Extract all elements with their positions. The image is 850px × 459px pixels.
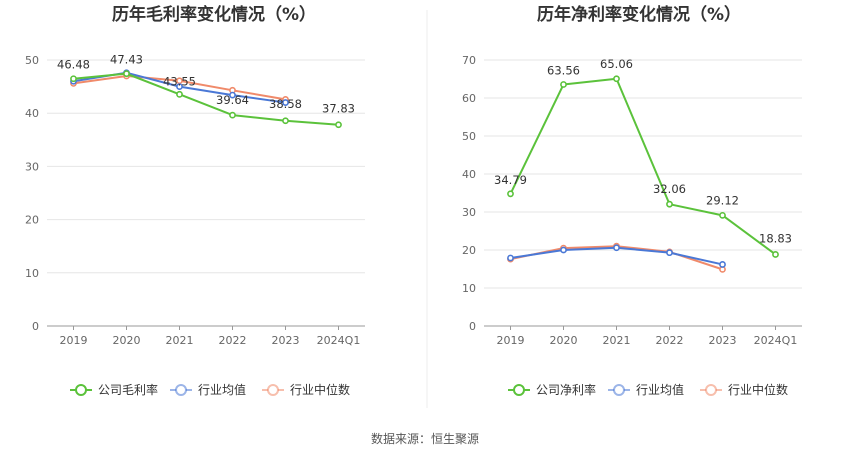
y-tick-label: 30: [25, 160, 39, 173]
y-tick-label: 50: [462, 130, 476, 143]
x-tick-label: 2023: [272, 334, 300, 347]
legend-marker: [175, 384, 187, 396]
y-tick-label: 20: [25, 214, 39, 227]
legend-label: 行业中位数: [728, 382, 788, 397]
y-tick-label: 40: [462, 168, 476, 181]
data-point[interactable]: [282, 117, 289, 125]
data-label: 43.55: [163, 74, 196, 88]
data-point[interactable]: [123, 70, 130, 78]
chart-title: 历年净利率变化情况（%）: [537, 4, 741, 25]
y-tick-label: 70: [462, 54, 476, 67]
data-label: 18.83: [759, 231, 792, 245]
x-tick-label: 2023: [709, 334, 737, 347]
data-label: 38.58: [269, 97, 302, 111]
chart-panel-1: 历年毛利率变化情况（%） 0 10 20 30 40 50 2019 2020 2021 2022 2…: [25, 4, 365, 397]
data-label: 47.43: [110, 53, 143, 67]
y-tick-label: 50: [25, 54, 39, 67]
data-label: 65.06: [600, 57, 633, 71]
y-tick-label: 40: [25, 107, 39, 120]
data-point[interactable]: [335, 121, 342, 129]
y-tick-label: 60: [462, 92, 476, 105]
legend-item-2[interactable]: 行业均值: [170, 382, 246, 397]
x-tick-label: 2019: [497, 334, 525, 347]
legend-label: 行业均值: [636, 382, 684, 397]
data-label: 34.79: [494, 173, 527, 187]
data-point[interactable]: [560, 246, 567, 254]
data-point[interactable]: [229, 91, 236, 99]
legend-marker: [513, 384, 525, 396]
y-tick-label: 20: [462, 244, 476, 257]
x-tick-label: 2022: [656, 334, 684, 347]
data-label: 29.12: [706, 193, 739, 207]
legend-item-2[interactable]: 行业均值: [608, 382, 684, 397]
y-tick-label: 10: [25, 267, 39, 280]
data-point[interactable]: [507, 190, 514, 198]
y-tick-label: 30: [462, 206, 476, 219]
data-point[interactable]: [613, 75, 620, 83]
data-point[interactable]: [560, 81, 567, 88]
data-point[interactable]: [666, 249, 673, 257]
data-point[interactable]: [719, 211, 726, 219]
x-tick-label: 2019: [60, 334, 88, 347]
data-label: 46.48: [57, 58, 90, 72]
legend-item-3[interactable]: 行业中位数: [262, 382, 350, 397]
chart-panel-2: 历年净利率变化情况（%） 0 10 20 30 40 50 60 70 2019 2020 2021 2…: [462, 4, 802, 397]
data-label: 37.83: [322, 102, 355, 116]
data-label: 32.06: [653, 182, 686, 196]
x-tick-label: 2021: [166, 334, 194, 347]
legend-marker: [267, 384, 279, 396]
x-tick-label: 2020: [113, 334, 141, 347]
x-tick-label: 2022: [219, 334, 247, 347]
legend-marker: [705, 384, 717, 396]
data-point[interactable]: [70, 75, 77, 83]
legend-label: 行业均值: [198, 382, 246, 397]
source-text: 数据来源：恒生聚源: [371, 431, 479, 446]
x-tick-label: 2021: [603, 334, 631, 347]
legend-label: 公司净利率: [536, 382, 596, 397]
y-tick-label: 10: [462, 282, 476, 295]
y-tick-label: 0: [469, 320, 476, 333]
chart-title: 历年毛利率变化情况（%）: [112, 4, 316, 25]
legend-item-3[interactable]: 行业中位数: [700, 382, 788, 397]
legend-item-1[interactable]: 公司毛利率: [70, 382, 158, 397]
series-line-1: [73, 72, 339, 126]
x-tick-label: 2024Q1: [754, 334, 798, 347]
data-point[interactable]: [176, 83, 183, 90]
legend-label: 行业中位数: [290, 382, 350, 397]
legend-marker: [75, 384, 87, 396]
legend-item-1[interactable]: 公司净利率: [508, 382, 596, 397]
x-tick-label: 2020: [550, 334, 578, 347]
legend-marker: [613, 384, 625, 396]
data-point[interactable]: [613, 244, 620, 252]
data-point[interactable]: [719, 261, 726, 268]
series-line-1: [509, 77, 777, 256]
data-point[interactable]: [229, 111, 236, 119]
data-label: 39.64: [216, 93, 249, 107]
data-point[interactable]: [282, 99, 289, 106]
data-point[interactable]: [176, 90, 183, 98]
x-tick-label: 2024Q1: [317, 334, 361, 347]
legend-label: 公司毛利率: [98, 382, 158, 397]
data-point[interactable]: [507, 254, 514, 262]
data-label: 63.56: [547, 63, 580, 77]
data-point[interactable]: [666, 200, 673, 208]
y-tick-label: 0: [32, 320, 39, 333]
data-point[interactable]: [772, 251, 779, 258]
